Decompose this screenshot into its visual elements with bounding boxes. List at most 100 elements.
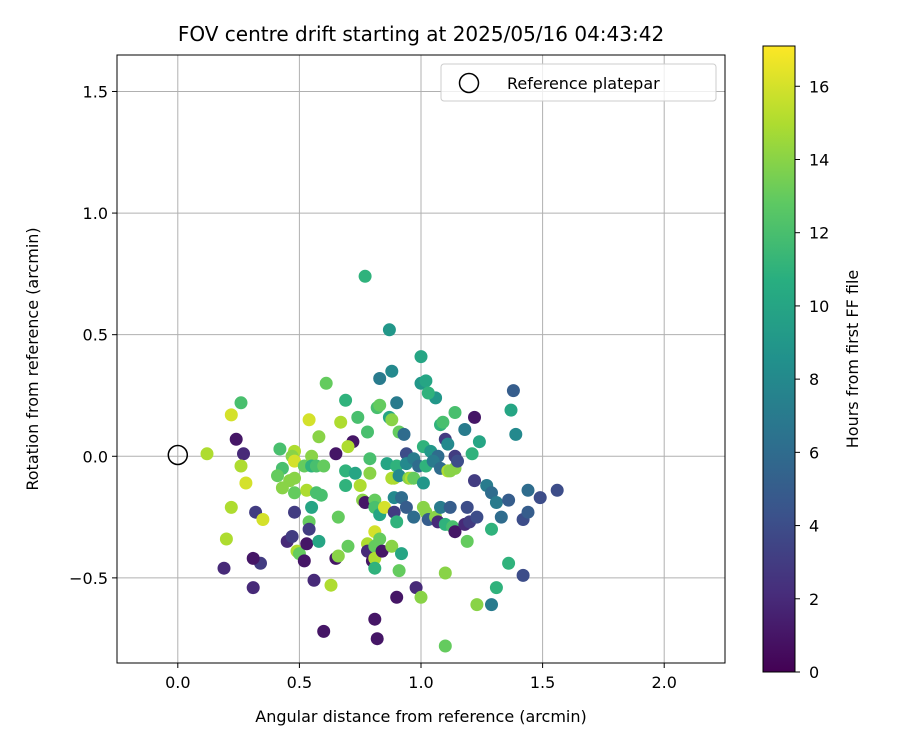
data-point [331, 510, 345, 524]
data-point [353, 479, 367, 492]
x-axis: 0.0 0.5 1.0 1.5 2.0 [165, 663, 677, 692]
legend-reference-marker [458, 72, 480, 94]
data-point [397, 427, 411, 441]
data-point [361, 425, 374, 439]
data-point [438, 566, 452, 580]
colorbar-label: Hours from first FF file [843, 270, 862, 449]
data-point [373, 532, 387, 546]
data-point [407, 471, 421, 485]
colorbar-tick-label: 2 [809, 590, 819, 609]
data-point [302, 413, 316, 427]
data-point [392, 564, 406, 578]
data-point [395, 491, 408, 505]
data-point [219, 532, 233, 546]
data-point [460, 500, 474, 514]
data-point [288, 471, 301, 485]
data-point [502, 493, 516, 507]
data-point [458, 423, 472, 436]
colorbar-tick-label: 10 [809, 297, 829, 316]
data-point [460, 534, 474, 548]
data-point [368, 612, 382, 626]
data-point [300, 537, 314, 551]
data-point [224, 408, 238, 422]
data-point [489, 581, 503, 595]
data-point [472, 435, 486, 449]
data-point [395, 547, 408, 561]
data-point [521, 483, 535, 497]
data-point [489, 496, 503, 509]
data-point [331, 549, 345, 563]
data-point [234, 396, 248, 410]
data-point [373, 398, 387, 412]
data-point [334, 415, 348, 429]
data-point [485, 486, 498, 500]
data-point [239, 476, 253, 490]
data-point [324, 578, 338, 592]
data-point [339, 479, 353, 492]
data-point [273, 442, 287, 456]
data-point [506, 384, 520, 398]
data-point [385, 539, 399, 553]
x-tick-label: 2.0 [651, 673, 676, 692]
colorbar: 0 2 4 6 8 10 12 14 16 Hours from first FF file [762, 45, 862, 682]
data-point [305, 449, 319, 463]
data-point [297, 554, 311, 568]
data-point [468, 410, 481, 424]
data-point [302, 522, 316, 536]
data-point [485, 522, 498, 536]
colorbar-tick-label: 8 [809, 370, 819, 389]
data-point [288, 486, 301, 500]
data-point [375, 544, 389, 558]
data-point [407, 510, 421, 524]
data-point [438, 639, 452, 653]
colorbar-tick-label: 4 [809, 517, 819, 536]
data-point [390, 590, 404, 604]
data-point [441, 437, 455, 451]
data-point [390, 515, 404, 529]
data-point [368, 561, 382, 575]
data-point [485, 598, 498, 612]
data-point [224, 500, 238, 514]
y-axis: −0.5 0.0 0.5 1.0 1.5 [69, 82, 117, 588]
data-point [234, 459, 248, 473]
data-point [380, 457, 394, 471]
data-point [419, 374, 433, 388]
legend-box [440, 63, 717, 102]
data-point [314, 488, 328, 502]
data-point [341, 440, 355, 454]
data-point [288, 505, 301, 519]
data-point [339, 464, 353, 478]
data-point [351, 410, 365, 424]
x-tick-label: 1.0 [408, 673, 433, 692]
data-point [465, 447, 479, 461]
data-point [502, 556, 516, 570]
data-point [550, 483, 564, 497]
data-point [448, 525, 462, 539]
data-point [200, 447, 214, 461]
data-point [448, 406, 462, 419]
colorbar-gradient [762, 45, 796, 673]
y-tick-label: 1.5 [83, 82, 108, 101]
colorbar-tick-label: 14 [809, 150, 829, 169]
data-point [382, 323, 396, 337]
x-axis-label: Angular distance from reference (arcmin) [255, 707, 586, 726]
data-point [516, 568, 530, 582]
legend: Reference platepar [440, 63, 717, 102]
data-points [200, 269, 564, 653]
data-point [285, 530, 299, 543]
data-point [217, 561, 231, 575]
data-point [363, 466, 377, 480]
data-point [385, 413, 399, 427]
data-point [421, 386, 435, 400]
x-tick-label: 0.5 [287, 673, 312, 692]
data-point [312, 534, 326, 548]
data-point [256, 513, 270, 526]
colorbar-ticks: 0 2 4 6 8 10 12 14 16 [795, 77, 829, 682]
data-point [436, 415, 450, 429]
data-point [305, 500, 319, 514]
data-point [390, 459, 404, 473]
data-point [443, 500, 457, 514]
x-tick-label: 1.5 [530, 673, 555, 692]
y-tick-label: 0.0 [83, 447, 108, 466]
